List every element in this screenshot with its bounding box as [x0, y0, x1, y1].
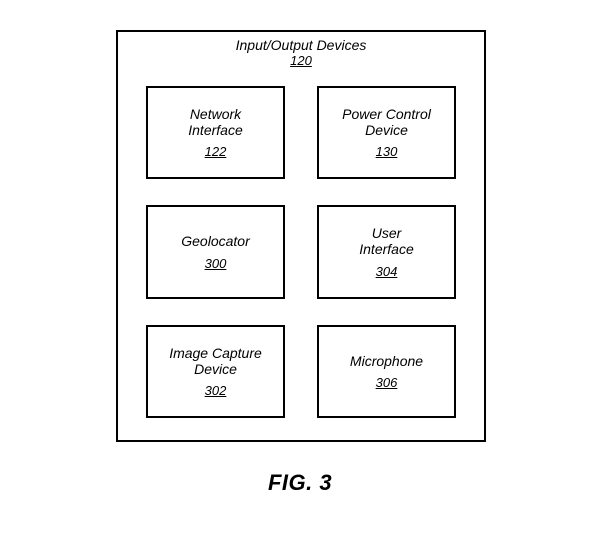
box-ref: 130: [376, 144, 398, 159]
box-label-line2: Device: [194, 361, 237, 377]
box-network-interface: Network Interface 122: [146, 86, 285, 179]
box-label-line2: Interface: [359, 241, 413, 257]
outer-container: Input/Output Devices 120 Network Interfa…: [116, 30, 486, 442]
box-ref: 304: [376, 264, 398, 279]
box-label: Power Control Device: [342, 106, 431, 138]
box-ref: 300: [205, 256, 227, 271]
box-label-line1: Power Control: [342, 106, 431, 122]
box-grid: Network Interface 122 Power Control Devi…: [118, 86, 484, 430]
box-label-line1: Network: [190, 106, 241, 122]
box-label-line2: Device: [365, 122, 408, 138]
box-ref: 306: [376, 375, 398, 390]
box-label-line1: Microphone: [350, 353, 423, 369]
figure-caption: FIG. 3: [0, 470, 600, 496]
box-user-interface: User Interface 304: [317, 205, 456, 298]
box-label: Image Capture Device: [169, 345, 262, 377]
box-label: Microphone: [350, 353, 423, 369]
box-image-capture-device: Image Capture Device 302: [146, 325, 285, 418]
box-power-control-device: Power Control Device 130: [317, 86, 456, 179]
box-label: Network Interface: [188, 106, 242, 138]
box-geolocator: Geolocator 300: [146, 205, 285, 298]
outer-header: Input/Output Devices 120: [118, 38, 484, 68]
outer-title: Input/Output Devices: [118, 38, 484, 53]
box-microphone: Microphone 306: [317, 325, 456, 418]
box-ref: 122: [205, 144, 227, 159]
box-label: User Interface: [359, 225, 413, 257]
box-label-line1: Geolocator: [181, 233, 249, 249]
box-label-line1: User: [372, 225, 402, 241]
box-label-line2: Interface: [188, 122, 242, 138]
outer-ref: 120: [118, 53, 484, 68]
box-label-line1: Image Capture: [169, 345, 262, 361]
box-label: Geolocator: [181, 233, 249, 249]
box-ref: 302: [205, 383, 227, 398]
